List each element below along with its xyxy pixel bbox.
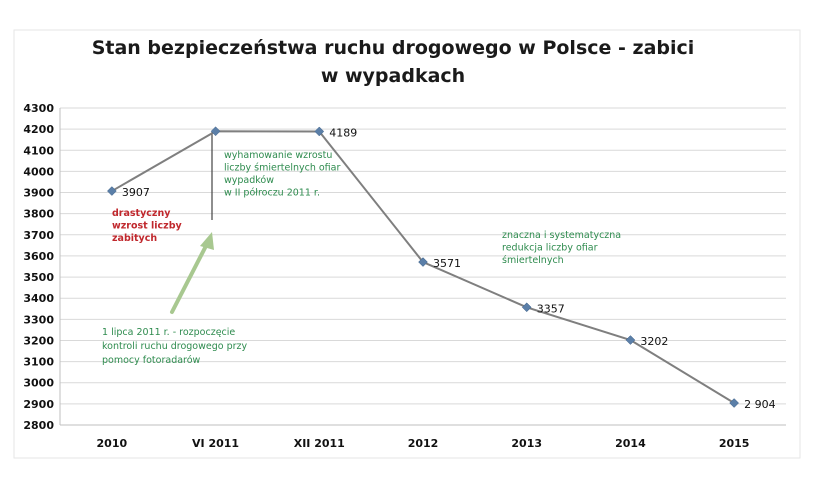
data-label: 3571	[433, 257, 461, 270]
y-tick-label: 4300	[23, 102, 54, 115]
annotation-line: wyhamowanie wzrostu	[224, 150, 332, 161]
data-label: 3357	[537, 302, 565, 315]
gridlines	[60, 107, 786, 426]
y-tick-label: 3700	[23, 229, 54, 242]
annotation-line: zabitych	[112, 233, 157, 244]
y-tick-label: 3000	[23, 377, 54, 390]
data-label: 3907	[122, 186, 150, 199]
chart-title-line-1: Stan bezpieczeństwa ruchu drogowego w Po…	[92, 37, 695, 59]
y-tick-label: 3600	[23, 250, 54, 263]
chart-frame	[13, 29, 801, 459]
x-tick-label: VI 2011	[192, 437, 239, 450]
y-tick-label: 4100	[23, 144, 54, 157]
annotation-line: 1 lipca 2011 r. - rozpoczęcie	[102, 327, 235, 338]
y-tick-label: 3900	[23, 187, 54, 200]
x-tick-label: 2012	[408, 437, 439, 450]
data-point	[625, 335, 636, 345]
annotation-line: kontroli ruchu drogowego przy	[102, 341, 248, 352]
y-tick-label: 4000	[23, 165, 54, 178]
x-tick-label: 2010	[97, 437, 128, 450]
policy-arrow	[170, 232, 214, 314]
annotation-line: śmiertelnych	[502, 255, 564, 266]
data-point	[729, 398, 739, 408]
data-labels: 3907 4189 3571 3357 3202 2 904	[122, 126, 776, 411]
annotation-systematic-decline: znaczna i systematyczna redukcja liczby o…	[502, 230, 621, 266]
data-label: 4189	[329, 126, 357, 139]
data-point	[521, 302, 532, 313]
annotation-line: redukcja liczby ofiar	[502, 243, 598, 254]
y-tick-label: 2900	[23, 398, 54, 411]
annotation-line: drastyczny	[112, 208, 171, 219]
annotation-speed-cameras: 1 lipca 2011 r. - rozpoczęcie kontroli ru…	[102, 327, 248, 366]
y-tick-label: 3100	[23, 356, 54, 369]
data-label: 3202	[640, 335, 668, 348]
y-tick-label: 3500	[23, 271, 54, 284]
x-axis-ticks: 2010 VI 2011 XII 2011 2012 2013 2014 2015	[97, 437, 750, 450]
x-tick-label: 2015	[719, 437, 750, 450]
annotation-line: w II półroczu 2011 r.	[224, 188, 320, 199]
annotation-line: wzrost liczby	[112, 221, 182, 232]
data-point	[418, 257, 428, 267]
data-label: 2 904	[744, 398, 776, 411]
annotation-line: wypadków	[224, 175, 274, 186]
series-zabici	[107, 126, 739, 408]
y-tick-label: 3400	[23, 292, 54, 305]
y-tick-label: 3800	[23, 208, 54, 221]
data-point	[210, 126, 221, 137]
y-tick-label: 3200	[23, 334, 54, 347]
x-tick-label: 2013	[511, 437, 542, 450]
annotation-line: pomocy fotoradarów	[102, 355, 201, 366]
annotation-line: liczby śmiertelnych ofiar	[224, 163, 340, 174]
x-tick-label: 2014	[615, 437, 646, 450]
chart-title-line-2: w wypadkach	[321, 65, 465, 87]
y-axis-ticks: 2800 2900 3000 3100 3200 3300 3400 3500 3600 3700…	[23, 102, 54, 432]
policy-arrow-shaft	[170, 240, 210, 314]
policy-arrow-head	[200, 232, 214, 250]
y-tick-label: 2800	[23, 419, 54, 432]
x-tick-label: XII 2011	[294, 437, 345, 450]
annotation-drastic-increase: drastyczny wzrost liczby zabitych	[112, 208, 182, 244]
axes	[59, 108, 786, 426]
annotation-slowdown: wyhamowanie wzrostu liczby śmiertelnych o…	[224, 150, 340, 199]
y-tick-label: 3300	[23, 313, 54, 326]
y-tick-label: 4200	[23, 123, 54, 136]
annotation-line: znaczna i systematyczna	[502, 230, 621, 241]
data-point	[314, 126, 325, 137]
data-point	[107, 186, 117, 196]
